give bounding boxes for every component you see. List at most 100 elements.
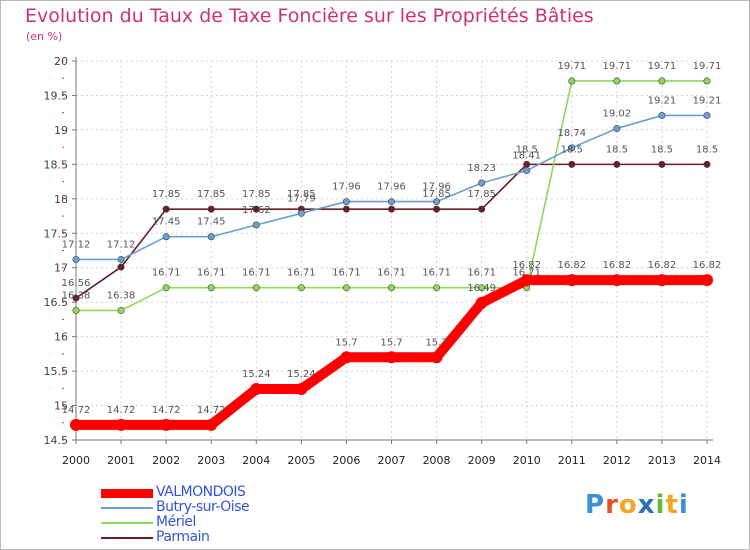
x-tick-label: 2011	[558, 454, 586, 467]
y-tick-label: 18.5	[44, 158, 69, 171]
x-tick-label: 2006	[332, 454, 360, 467]
x-tick-label: 2004	[242, 454, 270, 467]
data-label-m-riel: 16.71	[197, 268, 226, 279]
data-point-valmondois	[610, 274, 623, 287]
data-point-valmondois	[70, 418, 82, 431]
data-point-m-riel	[252, 284, 260, 292]
y-tick-label: 16.5	[44, 296, 69, 309]
logo-letter: i	[655, 490, 666, 520]
data-point-parmain	[658, 160, 666, 168]
data-label-butry-sur-oise: 17.45	[197, 217, 226, 228]
data-label-valmondois: 16.82	[603, 260, 632, 271]
x-tick-label: 2007	[378, 454, 406, 467]
data-label-m-riel: 16.71	[287, 268, 316, 279]
legend-label: Butry-sur-Oise	[156, 499, 250, 515]
data-point-m-riel	[703, 77, 711, 85]
data-label-valmondois: 15.7	[380, 337, 402, 348]
data-point-m-riel	[658, 77, 666, 85]
data-label-butry-sur-oise: 18.41	[512, 151, 541, 162]
data-label-butry-sur-oise: 17.12	[62, 239, 91, 250]
y-tick-label: 19	[54, 124, 68, 137]
data-point-butry-sur-oise	[613, 125, 621, 133]
data-point-m-riel	[117, 306, 125, 314]
data-point-valmondois	[430, 351, 443, 364]
logo-letter: r	[605, 490, 619, 520]
y-tick-label: 17.5	[44, 227, 69, 240]
data-label-parmain: 17.85	[152, 189, 181, 200]
data-point-valmondois	[160, 418, 173, 431]
data-label-m-riel: 19.71	[603, 61, 632, 72]
data-label-butry-sur-oise: 17.96	[422, 182, 451, 193]
data-label-parmain: 17.85	[242, 189, 271, 200]
data-point-valmondois	[340, 351, 353, 364]
data-point-m-riel	[72, 306, 80, 314]
legend-label: Mériel	[156, 514, 196, 530]
data-label-m-riel: 16.38	[62, 290, 91, 301]
data-point-butry-sur-oise	[297, 209, 305, 217]
logo-letter: P	[585, 490, 606, 520]
data-point-m-riel	[207, 284, 215, 292]
data-point-parmain	[568, 160, 576, 168]
data-point-parmain	[162, 205, 170, 213]
data-label-parmain: 17.85	[197, 189, 226, 200]
data-label-valmondois: 15.7	[425, 337, 447, 348]
data-point-parmain	[72, 294, 80, 302]
chart-subtitle: (en %)	[26, 30, 63, 43]
y-tick-label: 20	[54, 55, 68, 68]
y-tick-label: 15.5	[44, 365, 69, 378]
legend-swatch	[101, 537, 153, 539]
legend-swatch	[101, 522, 153, 524]
legend-label: VALMONDOIS	[156, 484, 246, 500]
data-label-butry-sur-oise: 17.79	[287, 193, 316, 204]
x-tick-label: 2013	[648, 454, 676, 467]
proxiti-logo: Proxiti	[585, 490, 689, 520]
data-label-parmain: 18.5	[561, 144, 583, 155]
data-label-parmain: 18.5	[606, 144, 628, 155]
legend-item-parmain: Parmain	[101, 529, 341, 545]
series-layer	[70, 77, 713, 431]
data-point-parmain	[523, 160, 531, 168]
data-point-butry-sur-oise	[252, 221, 260, 229]
data-label-butry-sur-oise: 17.96	[332, 182, 361, 193]
legend-label: Parmain	[156, 529, 210, 545]
data-point-parmain	[433, 205, 441, 213]
x-tick-label: 2000	[62, 454, 90, 467]
data-point-parmain	[613, 160, 621, 168]
data-label-valmondois: 15.7	[335, 337, 357, 348]
data-point-butry-sur-oise	[72, 255, 80, 263]
data-point-m-riel	[433, 284, 441, 292]
data-label-m-riel: 16.71	[422, 268, 451, 279]
legend-item-butry-sur-oise: Butry-sur-Oise	[101, 499, 341, 515]
data-label-parmain: 18.5	[651, 144, 673, 155]
data-point-m-riel	[568, 77, 576, 85]
x-tick-label: 2008	[423, 454, 451, 467]
x-tick-label: 2002	[152, 454, 180, 467]
data-point-parmain	[117, 263, 125, 271]
data-point-valmondois	[115, 418, 128, 431]
data-label-m-riel: 16.71	[152, 268, 181, 279]
data-label-parmain: 18.5	[516, 144, 538, 155]
data-point-m-riel	[297, 284, 305, 292]
logo-letter: o	[618, 490, 638, 520]
data-point-parmain	[703, 160, 711, 168]
y-tick-label: 15	[54, 400, 68, 413]
data-point-butry-sur-oise	[658, 111, 666, 119]
data-point-m-riel	[478, 284, 486, 292]
data-label-valmondois: 15.24	[242, 369, 271, 380]
data-label-m-riel: 16.71	[332, 268, 361, 279]
data-label-butry-sur-oise: 19.02	[603, 109, 632, 120]
data-point-butry-sur-oise	[703, 111, 711, 119]
x-tick-label: 2010	[513, 454, 541, 467]
data-label-valmondois: 16.82	[648, 260, 677, 271]
x-tick-label: 2014	[693, 454, 721, 467]
data-point-m-riel	[342, 284, 350, 292]
x-tick-label: 2009	[468, 454, 496, 467]
data-label-valmondois: 16.82	[512, 260, 541, 271]
data-label-butry-sur-oise: 17.96	[377, 182, 406, 193]
logo-letter: t	[665, 490, 679, 520]
data-point-parmain	[387, 205, 395, 213]
data-label-parmain: 17.85	[467, 189, 496, 200]
